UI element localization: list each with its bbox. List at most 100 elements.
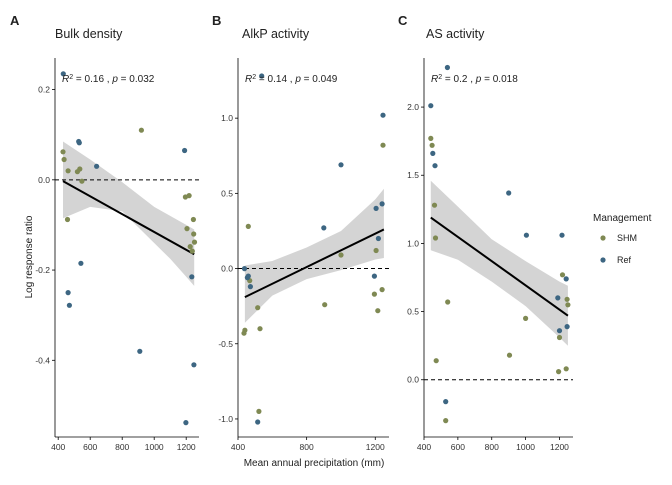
stats-annotation: R2 = 0.14 , p = 0.049 (245, 74, 338, 86)
x-tick-label: 1200 (177, 442, 196, 452)
data-point (338, 252, 344, 258)
data-point (556, 334, 563, 341)
data-point (190, 216, 196, 223)
y-tick-label: -0.4 (35, 355, 50, 365)
panel-title: AlkP activity (242, 27, 310, 41)
y-axis-title: Log response ratio (24, 215, 35, 298)
x-tick-label: 400 (417, 442, 431, 452)
data-point (379, 287, 385, 293)
panel-title: Bulk density (55, 27, 123, 41)
data-point (191, 231, 197, 237)
data-point (380, 142, 386, 148)
data-point (77, 166, 83, 172)
data-point (563, 276, 569, 282)
data-point (60, 71, 66, 77)
x-tick-label: 600 (451, 442, 465, 452)
confidence-band (63, 141, 195, 286)
y-tick-label: 1.0 (407, 238, 419, 248)
panel-letter: C (398, 13, 408, 28)
panel-letter: A (10, 13, 20, 28)
x-tick-label: 1000 (516, 442, 535, 452)
data-point (506, 352, 513, 358)
data-point (245, 273, 251, 279)
data-point (506, 190, 512, 196)
data-point (565, 302, 571, 308)
data-point (66, 302, 72, 308)
confidence-band (244, 188, 384, 323)
regression-line (244, 228, 385, 299)
legend-item-shm: SHM (600, 233, 637, 243)
data-point (432, 163, 438, 169)
data-point (556, 328, 563, 334)
data-point (64, 216, 71, 223)
data-point (61, 156, 67, 163)
data-point (94, 163, 100, 169)
series-shm (60, 127, 198, 254)
x-tick-label: 1200 (550, 442, 569, 452)
x-tick-label: 800 (115, 442, 129, 452)
y-tick-label: -0.2 (35, 265, 50, 275)
stats-annotation: R2 = 0.2 , p = 0.018 (431, 74, 518, 86)
data-point (555, 295, 561, 301)
x-tick-label: 1000 (145, 442, 164, 452)
panel-title: AS activity (426, 27, 485, 41)
data-point (79, 178, 85, 184)
y-tick-label: 2.0 (407, 102, 419, 112)
data-point (187, 244, 193, 250)
data-point (564, 324, 570, 330)
y-tick-label: 0.2 (38, 85, 50, 95)
data-point (338, 162, 344, 168)
x-tick-label: 400 (51, 442, 65, 452)
legend-label: SHM (617, 233, 637, 243)
x-tick-label: 400 (231, 442, 245, 452)
data-point (523, 315, 529, 321)
legend-item-ref: Ref (600, 255, 632, 265)
panel-letter: B (212, 13, 221, 28)
data-point (242, 327, 248, 333)
regression-line (62, 180, 195, 256)
data-point (559, 232, 565, 238)
y-tick-label: 1.5 (407, 170, 419, 180)
data-point (428, 103, 434, 109)
data-point (445, 299, 451, 305)
series-ref (60, 71, 197, 426)
data-point (245, 223, 251, 229)
data-point (138, 127, 144, 133)
data-point (137, 348, 143, 354)
y-tick-label: 0.0 (38, 175, 50, 185)
data-point (189, 248, 195, 254)
data-point (186, 193, 192, 199)
legend-title: Management (593, 213, 652, 224)
legend-swatch (600, 257, 606, 263)
data-point (431, 202, 438, 208)
data-point (76, 140, 82, 146)
series-shm (428, 135, 571, 424)
series-shm (241, 142, 386, 414)
y-tick-label: 0.0 (407, 375, 419, 385)
data-point (373, 205, 379, 211)
x-tick-label: 600 (83, 442, 97, 452)
data-point (559, 272, 566, 278)
x-tick-label: 800 (485, 442, 499, 452)
data-point (191, 362, 197, 368)
x-axis-title: Mean annual precipitation (mm) (244, 458, 385, 469)
data-point (433, 358, 439, 364)
panel-c: C AS activity 0.0 0.5 1.0 1.5 2.0 400 600 800 1000… (398, 13, 573, 452)
data-point (563, 366, 569, 372)
y-tick-label: -0.5 (218, 339, 233, 349)
data-point (371, 273, 377, 279)
data-point (444, 64, 450, 71)
data-point (556, 369, 562, 375)
stats-annotation: R2 = 0.16 , p = 0.032 (62, 74, 155, 86)
legend-swatch (600, 235, 606, 241)
series-ref (241, 73, 386, 425)
x-tick-label: 800 (300, 442, 314, 452)
data-point (375, 308, 381, 314)
legend: Management SHM Ref (593, 213, 652, 265)
data-point (189, 274, 195, 280)
x-tick-label: 1200 (366, 442, 385, 452)
data-point (430, 150, 436, 156)
y-tick-label: 0.5 (407, 307, 419, 317)
data-point (432, 235, 439, 241)
